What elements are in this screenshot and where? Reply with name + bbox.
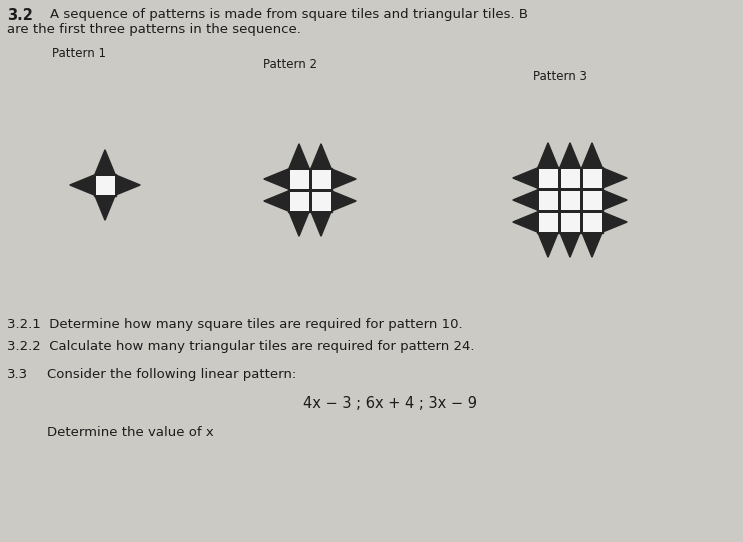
- Text: Consider the following linear pattern:: Consider the following linear pattern:: [47, 368, 296, 381]
- Text: are the first three patterns in the sequence.: are the first three patterns in the sequ…: [7, 23, 301, 36]
- Polygon shape: [560, 233, 580, 257]
- Polygon shape: [70, 175, 94, 195]
- Polygon shape: [582, 233, 602, 257]
- Polygon shape: [332, 169, 356, 189]
- Bar: [311, 170, 331, 189]
- Polygon shape: [513, 168, 537, 188]
- Polygon shape: [289, 212, 309, 236]
- Bar: [539, 190, 557, 210]
- Bar: [537, 167, 603, 233]
- Polygon shape: [289, 144, 309, 168]
- Bar: [560, 212, 580, 231]
- Text: 3.2.1  Determine how many square tiles are required for pattern 10.: 3.2.1 Determine how many square tiles ar…: [7, 318, 463, 331]
- Polygon shape: [603, 168, 627, 188]
- Text: 3.2: 3.2: [7, 8, 33, 23]
- Polygon shape: [513, 212, 537, 232]
- Bar: [539, 169, 557, 188]
- Text: Determine the value of x: Determine the value of x: [47, 426, 214, 439]
- Bar: [311, 191, 331, 210]
- Polygon shape: [311, 212, 331, 236]
- Polygon shape: [582, 143, 602, 167]
- Polygon shape: [603, 212, 627, 232]
- Polygon shape: [95, 150, 115, 174]
- Bar: [288, 168, 332, 212]
- Text: Pattern 1: Pattern 1: [52, 47, 106, 60]
- Polygon shape: [603, 190, 627, 210]
- Bar: [96, 176, 114, 195]
- Polygon shape: [264, 169, 288, 189]
- Polygon shape: [513, 190, 537, 210]
- Text: 4x − 3 ; 6x + 4 ; 3x − 9: 4x − 3 ; 6x + 4 ; 3x − 9: [303, 396, 477, 411]
- Text: Pattern 2: Pattern 2: [263, 58, 317, 71]
- Bar: [560, 169, 580, 188]
- Polygon shape: [538, 143, 558, 167]
- Text: 3.2.2  Calculate how many triangular tiles are required for pattern 24.: 3.2.2 Calculate how many triangular tile…: [7, 340, 475, 353]
- Bar: [290, 170, 308, 189]
- Text: 3.3: 3.3: [7, 368, 28, 381]
- Bar: [583, 190, 602, 210]
- Polygon shape: [311, 144, 331, 168]
- Bar: [539, 212, 557, 231]
- Polygon shape: [538, 233, 558, 257]
- Polygon shape: [264, 191, 288, 211]
- Polygon shape: [560, 143, 580, 167]
- Text: Pattern 3: Pattern 3: [533, 70, 587, 83]
- Bar: [583, 212, 602, 231]
- Bar: [583, 169, 602, 188]
- Bar: [290, 191, 308, 210]
- Polygon shape: [332, 191, 356, 211]
- Polygon shape: [95, 196, 115, 220]
- Bar: [94, 174, 116, 196]
- Bar: [560, 190, 580, 210]
- Text: A sequence of patterns is made from square tiles and triangular tiles. B: A sequence of patterns is made from squa…: [50, 8, 528, 21]
- Polygon shape: [116, 175, 140, 195]
